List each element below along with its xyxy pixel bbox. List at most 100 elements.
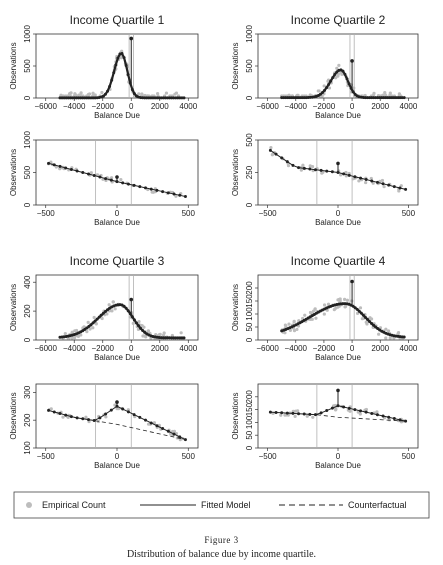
- x-tick-label: −4000: [285, 102, 308, 111]
- spike-point: [129, 297, 134, 302]
- empirical-point: [295, 327, 299, 332]
- fitted-model-point: [143, 96, 147, 100]
- fitted-model-point: [101, 94, 105, 98]
- y-axis-label: Observations: [231, 284, 240, 331]
- empirical-point: [146, 422, 151, 426]
- y-tick-label: 0: [245, 445, 254, 450]
- spike-point: [336, 388, 340, 393]
- x-axis-label: Balance Due: [315, 461, 361, 470]
- x-tick-label: −2000: [313, 102, 336, 111]
- fitted-model-point: [103, 92, 107, 96]
- fitted-model-point: [325, 169, 329, 173]
- fitted-model-point: [159, 96, 163, 100]
- x-tick-label: 500: [402, 452, 416, 461]
- fitted-model-point: [58, 164, 62, 168]
- x-tick-label: 0: [129, 344, 134, 353]
- fitted-model-point: [86, 418, 90, 422]
- empirical-point: [375, 410, 379, 414]
- fitted-model-point: [132, 183, 136, 187]
- empirical-point: [156, 92, 160, 96]
- empirical-point: [336, 74, 340, 78]
- fitted-model-point: [302, 166, 306, 170]
- fitted-model-point: [402, 335, 406, 339]
- empirical-point: [305, 414, 309, 418]
- fitted-model-point: [86, 172, 90, 176]
- empirical-point: [119, 56, 123, 60]
- fitted-model-point: [370, 179, 374, 183]
- empirical-point: [397, 92, 401, 96]
- y-tick-label: 200: [23, 413, 32, 427]
- fitted-model-point: [161, 427, 165, 431]
- empirical-point: [383, 93, 388, 97]
- fitted-model-point: [60, 96, 64, 100]
- fitted-model-point: [178, 193, 182, 197]
- fitted-model-point: [64, 96, 68, 100]
- empirical-point: [357, 179, 361, 183]
- fitted-model-point: [144, 418, 148, 422]
- fitted-model-point: [361, 313, 365, 317]
- fitted-model-point: [85, 326, 89, 330]
- empirical-point: [310, 311, 314, 315]
- x-tick-label: 0: [115, 209, 120, 218]
- empirical-point: [342, 297, 347, 301]
- y-axis-label: Observations: [231, 149, 240, 196]
- y-tick-label: 100: [23, 441, 32, 455]
- empirical-point: [89, 171, 93, 175]
- fitted-model-point: [109, 408, 113, 412]
- y-tick-label: 200: [245, 281, 254, 295]
- empirical-point: [164, 91, 169, 95]
- empirical-point: [73, 92, 77, 96]
- empirical-point: [91, 326, 95, 330]
- empirical-point: [107, 303, 111, 307]
- fitted-model-point: [325, 86, 329, 90]
- fitted-model-point: [364, 410, 368, 414]
- fitted-model-point: [161, 190, 165, 194]
- fitted-model-point: [285, 160, 289, 164]
- empirical-point: [91, 91, 95, 95]
- x-tick-label: 0: [129, 102, 134, 111]
- fitted-model-point: [343, 72, 347, 76]
- fitted-model-point: [359, 409, 363, 413]
- x-tick-label: 4000: [400, 102, 418, 111]
- fitted-model-point: [370, 321, 374, 325]
- fitted-model-point: [174, 336, 178, 340]
- x-tick-label: −2000: [92, 344, 115, 353]
- spike-point: [115, 175, 119, 179]
- fitted-model-point: [178, 96, 182, 100]
- fitted-model-point: [87, 324, 91, 328]
- fitted-model-point: [333, 73, 337, 77]
- empirical-point: [143, 93, 147, 98]
- x-tick-label: 500: [402, 209, 416, 218]
- fitted-model-point: [274, 152, 278, 156]
- empirical-point: [152, 421, 157, 425]
- fitted-model-point: [58, 96, 62, 100]
- empirical-point: [72, 336, 77, 340]
- x-axis-label: Balance Due: [315, 353, 361, 362]
- fitted-model-point: [308, 412, 312, 416]
- panel-title: Income Quartile 4: [291, 254, 386, 268]
- legend-empirical-marker: [26, 502, 32, 508]
- plot-frame: [35, 383, 199, 449]
- legend-fitted-label: Fitted Model: [201, 500, 251, 510]
- spike-point: [350, 59, 354, 63]
- empirical-point: [287, 322, 291, 326]
- empirical-point: [383, 91, 387, 95]
- fitted-model-point: [331, 76, 335, 80]
- fitted-model-point: [139, 326, 143, 330]
- figure-caption: Distribution of balance due by income qu…: [127, 549, 316, 560]
- y-tick-label: 250: [245, 165, 254, 179]
- y-axis-label: Observations: [231, 42, 240, 89]
- empirical-point: [326, 79, 330, 83]
- empirical-point: [110, 309, 114, 313]
- fitted-model-point: [268, 410, 272, 414]
- fitted-model-point: [285, 411, 289, 415]
- x-tick-label: 0: [336, 452, 341, 461]
- fitted-model-line: [48, 405, 186, 441]
- empirical-point: [279, 413, 283, 417]
- fitted-model-point: [97, 315, 101, 319]
- empirical-point: [336, 298, 340, 302]
- empirical-point: [144, 335, 148, 339]
- empirical-point: [86, 320, 90, 324]
